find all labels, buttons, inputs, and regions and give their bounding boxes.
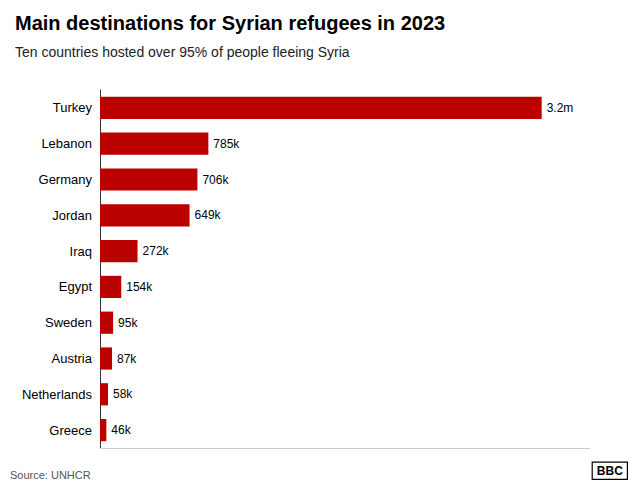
svg-text:46k: 46k (111, 423, 131, 437)
svg-text:785k: 785k (213, 137, 240, 151)
svg-text:87k: 87k (117, 352, 137, 366)
svg-text:Sweden: Sweden (45, 315, 92, 330)
svg-text:3.2m: 3.2m (547, 101, 574, 115)
svg-text:Austria: Austria (52, 351, 93, 366)
svg-text:58k: 58k (113, 387, 133, 401)
svg-text:Iraq: Iraq (70, 244, 92, 259)
svg-text:Germany: Germany (39, 172, 93, 187)
svg-text:706k: 706k (202, 173, 229, 187)
svg-text:Netherlands: Netherlands (22, 387, 93, 402)
svg-text:Turkey: Turkey (53, 100, 93, 115)
svg-text:Main destinations for Syrian r: Main destinations for Syrian refugees in… (15, 12, 445, 34)
svg-text:649k: 649k (195, 208, 222, 222)
svg-text:Source: UNHCR: Source: UNHCR (10, 469, 91, 481)
svg-text:BBC: BBC (597, 464, 623, 478)
svg-text:Jordan: Jordan (52, 208, 92, 223)
svg-text:Egypt: Egypt (59, 279, 93, 294)
svg-text:154k: 154k (126, 280, 153, 294)
svg-text:Ten countries hosted over 95%: Ten countries hosted over 95% of people … (15, 44, 350, 60)
svg-text:Lebanon: Lebanon (41, 136, 92, 151)
svg-text:95k: 95k (118, 316, 138, 330)
svg-text:272k: 272k (143, 244, 170, 258)
svg-text:Greece: Greece (49, 423, 92, 438)
